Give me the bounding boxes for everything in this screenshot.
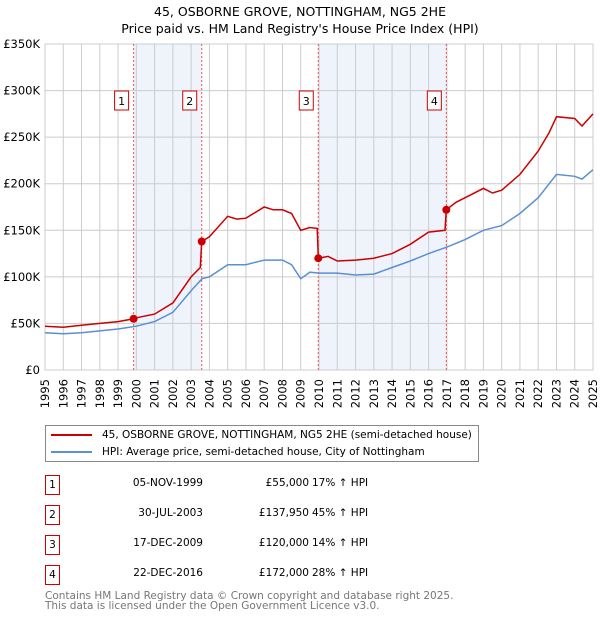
sale-point bbox=[129, 314, 138, 323]
marker-number: 1 bbox=[45, 475, 60, 495]
plot-frame bbox=[44, 43, 594, 371]
x-tick-label: 2015 bbox=[403, 379, 417, 408]
x-tick-label: 2001 bbox=[148, 379, 162, 408]
x-tick-label: 2021 bbox=[513, 379, 527, 408]
x-tick-label: 2004 bbox=[202, 379, 216, 408]
sale-date: 22-DEC-2016 bbox=[133, 567, 203, 579]
footer-copyright: Contains HM Land Registry data © Crown c… bbox=[45, 590, 454, 602]
sale-point bbox=[442, 205, 451, 214]
sale-price: £137,950 bbox=[258, 507, 309, 519]
x-tick-label: 2024 bbox=[568, 379, 582, 408]
marker-number: 2 bbox=[45, 505, 60, 525]
x-tick-label: 2022 bbox=[531, 379, 545, 408]
x-tick-label: 2005 bbox=[221, 379, 235, 408]
x-tick-label: 2010 bbox=[312, 379, 326, 408]
x-tick-label: 2017 bbox=[440, 379, 454, 408]
y-tick-label: £150K bbox=[3, 223, 40, 237]
y-tick-label: £200K bbox=[3, 177, 40, 191]
sale-date: 17-DEC-2009 bbox=[133, 537, 203, 549]
x-tick-label: 2013 bbox=[367, 379, 381, 408]
sale-point bbox=[314, 254, 323, 263]
marker-label-box bbox=[298, 90, 314, 111]
y-tick-label: £0 bbox=[25, 363, 40, 377]
property-price-line bbox=[44, 113, 594, 328]
hpi-diff: 14% ↑ HPI bbox=[312, 537, 369, 549]
x-tick-label: 2019 bbox=[476, 379, 490, 408]
x-tick-label: 2002 bbox=[166, 379, 180, 408]
sale-price: £172,000 bbox=[258, 567, 309, 579]
y-tick-label: £100K bbox=[3, 270, 40, 284]
x-tick-label: 2016 bbox=[422, 379, 436, 408]
marker-label-box bbox=[114, 90, 130, 111]
x-tick-label: 2025 bbox=[586, 379, 600, 408]
hpi-diff: 17% ↑ HPI bbox=[312, 477, 369, 489]
sale-date: 30-JUL-2003 bbox=[138, 507, 203, 519]
sale-price: £55,000 bbox=[265, 477, 309, 489]
x-tick-label: 1999 bbox=[111, 379, 125, 408]
sale-date: 05-NOV-1999 bbox=[132, 477, 203, 489]
y-tick-label: £250K bbox=[3, 130, 40, 144]
x-tick-label: 1995 bbox=[38, 379, 52, 408]
x-tick-label: 2018 bbox=[458, 379, 472, 408]
hpi-diff: 28% ↑ HPI bbox=[312, 567, 369, 579]
footer-licence: This data is licensed under the Open Gov… bbox=[45, 600, 380, 612]
marker-label-box bbox=[182, 90, 198, 111]
x-tick-label: 2003 bbox=[184, 379, 198, 408]
y-tick-label: £300K bbox=[3, 84, 40, 98]
x-tick-label: 2000 bbox=[129, 379, 143, 408]
chart-subtitle: Price paid vs. HM Land Registry's House … bbox=[121, 21, 479, 36]
legend-item-hpi: HPI: Average price, semi-detached house,… bbox=[51, 444, 425, 460]
table-row: 3 17-DEC-2009 £120,000 14% ↑ HPI bbox=[45, 535, 495, 555]
marker-label-box bbox=[426, 90, 442, 111]
x-tick-label: 2020 bbox=[495, 379, 509, 408]
hpi-line-swatch bbox=[51, 451, 92, 453]
x-tick-label: 2006 bbox=[239, 379, 253, 408]
table-row: 2 30-JUL-2003 £137,950 45% ↑ HPI bbox=[45, 505, 495, 525]
x-tick-label: 1998 bbox=[93, 379, 107, 408]
marker-number: 4 bbox=[45, 565, 60, 585]
table-row: 1 05-NOV-1999 £55,000 17% ↑ HPI bbox=[45, 475, 495, 495]
x-tick-label: 2014 bbox=[385, 379, 399, 408]
marker-number: 3 bbox=[45, 535, 60, 555]
x-tick-label: 2011 bbox=[330, 379, 344, 408]
table-row: 4 22-DEC-2016 £172,000 28% ↑ HPI bbox=[45, 565, 495, 585]
marker-label: 2 bbox=[186, 95, 193, 108]
y-tick-label: £50K bbox=[11, 316, 41, 330]
sale-point bbox=[197, 237, 206, 246]
x-tick-label: 1996 bbox=[56, 379, 70, 408]
legend: 45, OSBORNE GROVE, NOTTINGHAM, NG5 2HE (… bbox=[45, 425, 479, 462]
property-line-swatch bbox=[51, 434, 92, 436]
sale-price: £120,000 bbox=[258, 537, 309, 549]
hpi-diff: 45% ↑ HPI bbox=[312, 507, 369, 519]
price-chart: 1995 1996 1997 1998 1999 2000 2001 2002 2003 2004… bbox=[3, 37, 600, 408]
y-tick-label: £350K bbox=[3, 37, 40, 51]
legend-label-hpi: HPI: Average price, semi-detached house,… bbox=[102, 446, 425, 458]
x-tick-label: 2023 bbox=[549, 379, 563, 408]
x-tick-label: 1997 bbox=[75, 379, 89, 408]
x-tick-label: 2008 bbox=[275, 379, 289, 408]
marker-label: 1 bbox=[118, 95, 125, 108]
chart-title: 45, OSBORNE GROVE, NOTTINGHAM, NG5 2HE bbox=[154, 4, 446, 19]
legend-label-property: 45, OSBORNE GROVE, NOTTINGHAM, NG5 2HE (… bbox=[102, 429, 472, 441]
marker-label: 4 bbox=[431, 95, 438, 108]
shaded-period bbox=[318, 44, 447, 370]
legend-item-property: 45, OSBORNE GROVE, NOTTINGHAM, NG5 2HE (… bbox=[51, 427, 472, 443]
hpi-line bbox=[44, 169, 594, 335]
x-tick-label: 2007 bbox=[257, 379, 271, 408]
x-tick-label: 2012 bbox=[349, 379, 363, 408]
x-tick-label: 2009 bbox=[294, 379, 308, 408]
marker-label: 3 bbox=[303, 95, 310, 108]
